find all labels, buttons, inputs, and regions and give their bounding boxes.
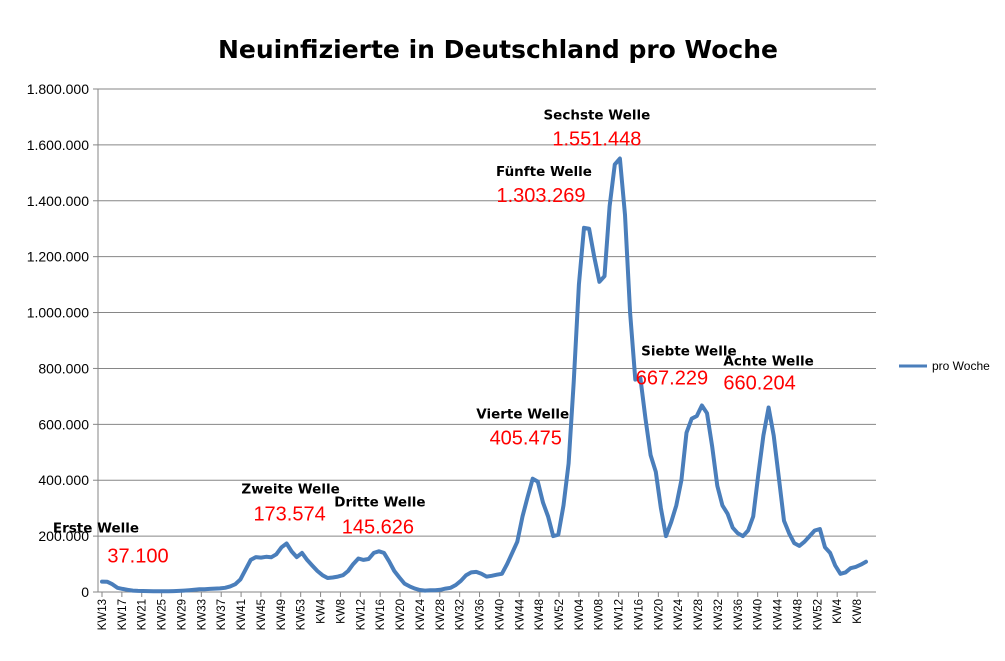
x-tick-label: KW53 [296,599,308,630]
wave-annotations: Erste Welle 37.100 Zweite Welle 173.574 Drit… [53,0,929,568]
wave-value-label: 405.475 [490,428,562,450]
wave-label: Dritte Welle [334,494,425,510]
x-tick-label: KW8 [335,599,347,624]
x-tick-label: KW37 [216,599,228,630]
wave-label: Siebte Welle [641,344,736,360]
y-tick-label: 800.000 [38,360,89,376]
x-tick-label: KW32 [455,599,467,630]
y-axis: 0 200.000 400.000 600.000 800.000 1.000.000 1.… [27,81,98,600]
x-tick-label: KW04 [574,598,586,630]
x-tick-label: KW24 [673,598,685,630]
x-tick-label: KW21 [137,599,149,630]
series-group [100,156,868,594]
x-tick-label: KW17 [117,599,129,630]
x-tick-label: KW40 [753,599,765,630]
wave-label: Sechste Welle [543,107,650,123]
y-tick-label: 600.000 [38,416,89,432]
wave-label: Zweite Welle [241,481,339,497]
wave-value-label: 108.452 [856,0,928,5]
wave-value-label: 145.626 [342,516,414,538]
x-tick-label: KW8 [852,599,864,624]
x-tick-label: KW52 [812,599,824,630]
x-tick-label: KW36 [733,599,745,630]
x-tick-label: KW16 [375,599,387,630]
wave-value-label: 1.551.448 [552,128,641,150]
y-tick-label: 1.400.000 [27,193,89,209]
x-tick-label: KW16 [633,599,645,630]
x-tick-label: KW44 [514,598,526,630]
x-tick-label: KW4 [832,598,844,624]
wave-label: Achte Welle [723,354,813,370]
x-tick-label: KW4 [316,598,328,624]
x-tick-label: KW24 [415,598,427,630]
x-tick-label: KW13 [97,599,109,630]
wave-value-label: 1.303.269 [496,185,585,207]
x-tick-label: KW44 [773,598,785,630]
wave-label: Fünfte Welle [496,164,592,180]
y-tick-label: 1.200.000 [27,249,89,265]
wave-value-label: 660.204 [723,373,795,395]
y-tick-label: 400.000 [38,472,89,488]
wave-label: Vierte Welle [476,407,569,423]
x-tick-label: KW12 [614,599,626,630]
x-tick-label: KW36 [475,599,487,630]
y-tick-label: 1.000.000 [27,305,89,321]
grid-lines [98,88,876,537]
x-tick-label: KW28 [435,599,447,630]
x-tick-label: KW52 [554,599,566,630]
chart-title: Neuinfizierte in Deutschland pro Woche [218,35,778,64]
y-tick-label: 1.600.000 [27,137,89,153]
x-tick-label: KW33 [196,599,208,630]
wave-value-label: 37.100 [107,546,168,568]
x-tick-label: KW40 [494,599,506,630]
legend-label: pro Woche [932,359,990,373]
x-tick-label: KW28 [693,599,705,630]
x-tick-label: KW29 [176,599,188,630]
x-tick-label: KW20 [395,599,407,630]
x-axis: KW13 KW17 KW21 KW25 KW29 KW33 KW37 KW41 KW45 KW49… [97,592,864,630]
wave-value-label: 667.229 [636,368,708,390]
y-tick-label: 200.000 [38,528,89,544]
y-tick-label: 1.800.000 [27,81,89,97]
x-tick-label: KW48 [792,599,804,630]
y-tick-label: 0 [81,584,89,600]
wave-label: Erste Welle [53,521,139,537]
legend: pro Woche [899,359,990,373]
wave-value-label: 173.574 [253,503,325,525]
x-tick-label: KW20 [653,599,665,630]
series-line [100,156,868,594]
x-tick-label: KW08 [594,599,606,630]
x-tick-label: KW25 [157,599,169,630]
x-tick-label: KW32 [713,599,725,630]
x-tick-label: KW45 [256,599,268,630]
x-tick-label: KW48 [534,599,546,630]
x-tick-label: KW49 [276,599,288,630]
x-tick-label: KW41 [236,599,248,630]
x-tick-label: KW12 [355,599,367,630]
